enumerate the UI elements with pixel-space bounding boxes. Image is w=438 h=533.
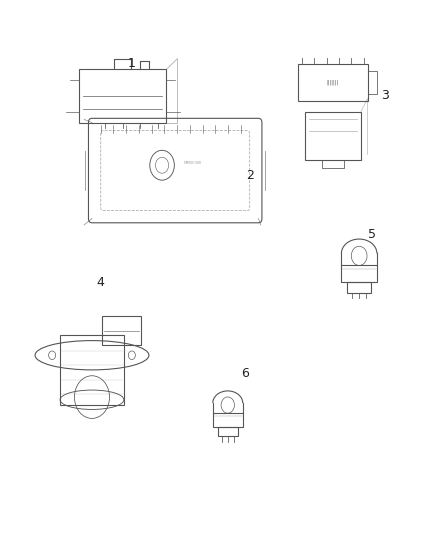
Bar (218, 427, 238, 437)
Bar (79, 69, 166, 123)
Bar (102, 316, 141, 345)
Text: 4: 4 (97, 276, 105, 289)
Bar (347, 282, 371, 293)
Text: MMIIIIIIIIII: MMIIIIIIIIII (184, 160, 202, 165)
Bar (213, 413, 243, 427)
Text: 2: 2 (246, 169, 254, 182)
Bar (298, 64, 368, 101)
Text: 3: 3 (381, 90, 389, 102)
Bar (342, 265, 377, 282)
Text: |||||||: ||||||| (327, 80, 339, 85)
Text: 6: 6 (241, 367, 249, 379)
Text: 5: 5 (368, 228, 376, 241)
Bar (305, 112, 361, 160)
Text: 1: 1 (127, 58, 135, 70)
Bar (60, 335, 124, 405)
